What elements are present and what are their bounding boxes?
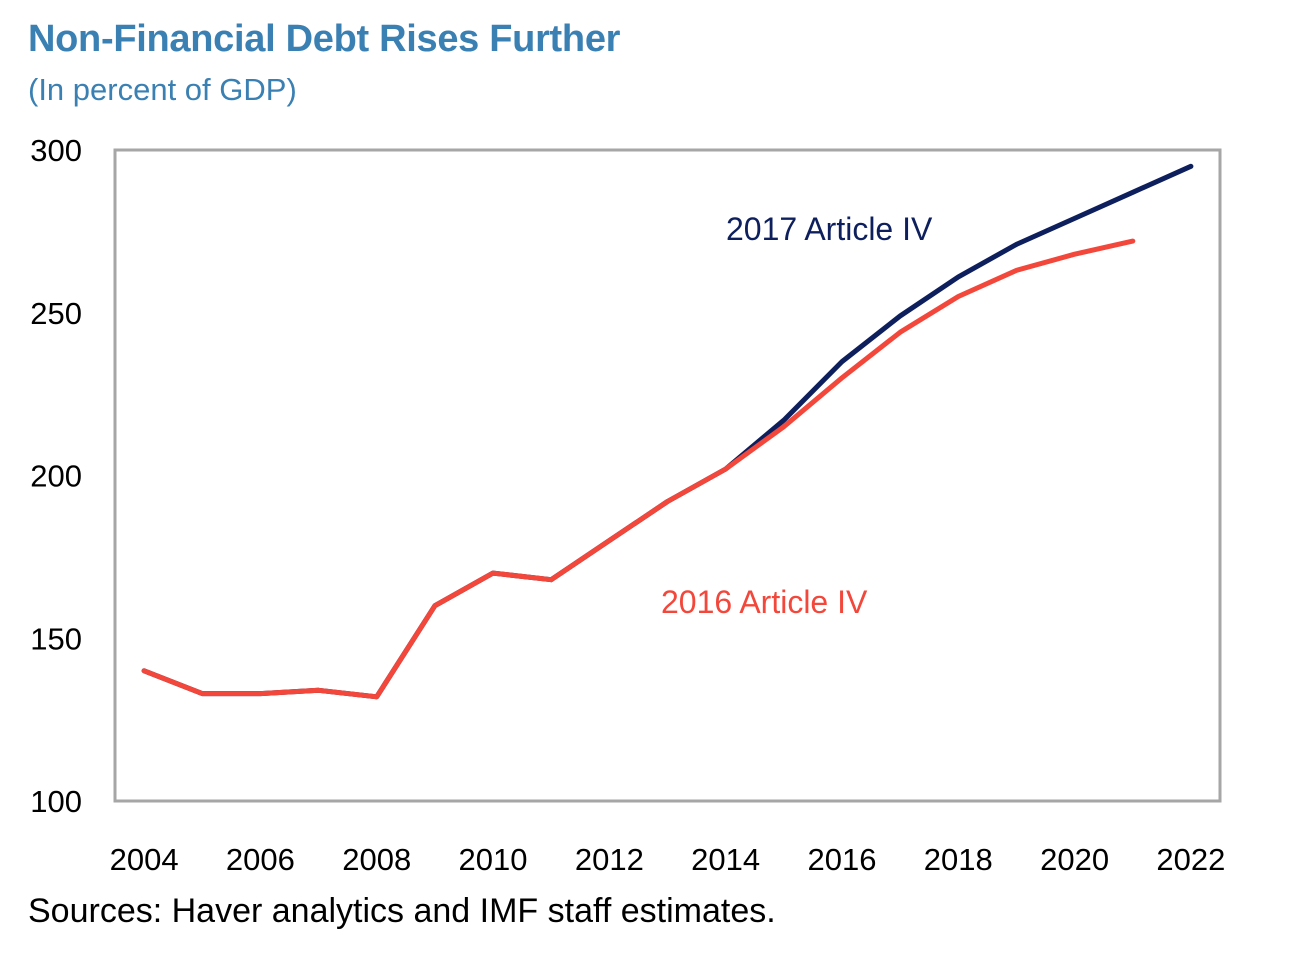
x-tick-label: 2008 xyxy=(342,842,411,877)
plot-frame xyxy=(113,148,1222,803)
y-tick-label: 200 xyxy=(30,459,82,494)
series-label-article-iv-2017: 2017 Article IV xyxy=(726,211,933,247)
x-tick-label: 2018 xyxy=(924,842,993,877)
series-layer xyxy=(141,163,1194,700)
x-axis: 2004 2006 2008 2010 2012 2014 2016 2018 2020 2022 xyxy=(110,842,1226,877)
series-label-article-iv-2016: 2016 Article IV xyxy=(661,584,868,620)
x-tick-label: 2010 xyxy=(459,842,528,877)
x-tick-label: 2006 xyxy=(226,842,295,877)
x-tick-label: 2016 xyxy=(807,842,876,877)
x-tick-label: 2022 xyxy=(1156,842,1225,877)
x-tick-label: 2020 xyxy=(1040,842,1109,877)
chart-title: Non-Financial Debt Rises Further xyxy=(28,18,621,60)
x-tick-label: 2014 xyxy=(691,842,760,877)
x-tick-label: 2012 xyxy=(575,842,644,877)
y-tick-label: 250 xyxy=(30,296,82,331)
series-line-article-iv-2016 xyxy=(141,238,1136,700)
y-axis: 100 150 200 250 300 xyxy=(30,133,82,819)
chart-subtitle: (In percent of GDP) xyxy=(28,72,297,107)
series-labels: 2017 Article IV 2016 Article IV xyxy=(661,211,933,620)
y-tick-label: 300 xyxy=(30,133,82,168)
y-tick-label: 150 xyxy=(30,621,82,656)
y-tick-label: 100 xyxy=(30,784,82,819)
x-tick-label: 2004 xyxy=(110,842,179,877)
source-note: Sources: Haver analytics and IMF staff e… xyxy=(28,892,776,930)
